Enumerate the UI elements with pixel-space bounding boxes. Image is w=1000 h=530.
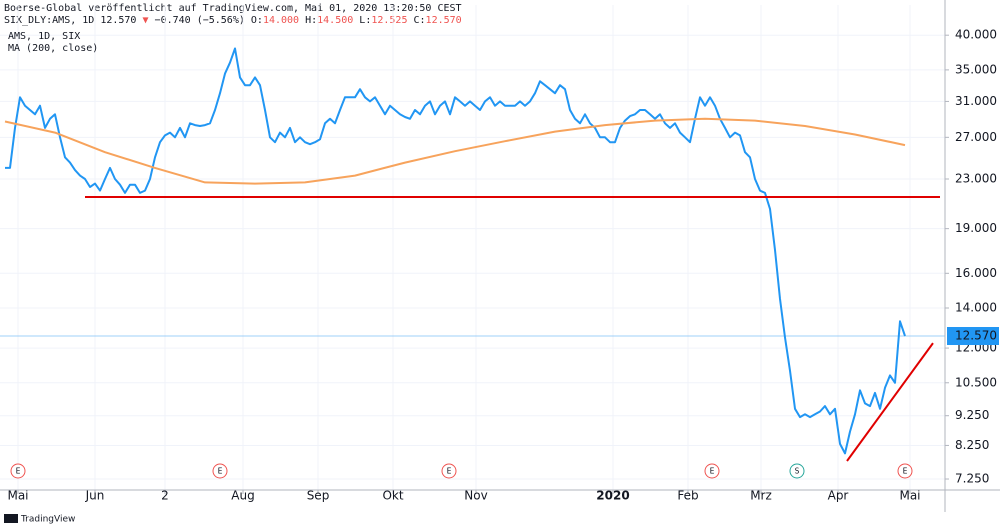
high-label: H:: [305, 15, 317, 26]
x-tick-label: Mai: [899, 489, 920, 503]
y-tick-label: 7.250: [955, 472, 989, 486]
y-tick-label: 27.000: [955, 130, 997, 144]
x-tick-label: Okt: [382, 489, 403, 503]
y-tick-label: 14.000: [955, 301, 997, 315]
event-label: S: [795, 467, 800, 476]
last-value-label: 12.570: [955, 329, 997, 343]
publisher: Boerse-Global veröffentlicht auf Trading…: [4, 3, 462, 14]
y-tick-label: 19.000: [955, 221, 997, 235]
y-tick-label: 8.250: [955, 438, 989, 452]
line-series: [5, 47, 906, 455]
grid: [0, 5, 945, 490]
change: −0.740 (−5.56%): [155, 15, 245, 26]
close-label: C:: [414, 15, 426, 26]
line-series: [4, 117, 906, 185]
event-marker: [897, 463, 913, 479]
x-tick-label: Nov: [464, 489, 487, 503]
logo: TradingView: [4, 514, 75, 525]
y-tick-label: 23.000: [955, 172, 997, 186]
event-label: E: [16, 467, 21, 476]
event-label: E: [903, 467, 908, 476]
x-tick-label: Jun: [85, 489, 105, 503]
open: 14.000: [263, 15, 299, 26]
event-marker: [212, 463, 228, 479]
event-marker: [789, 463, 805, 479]
x-tick-label: Feb: [677, 489, 698, 503]
event-label: E: [710, 467, 715, 476]
y-tick-label: 9.250: [955, 408, 989, 422]
y-tick-label: 31.000: [955, 94, 997, 108]
event-marker: [704, 463, 720, 479]
event-marker: [10, 463, 26, 479]
x-tick-label: Sep: [307, 489, 330, 503]
logo-icon: [4, 514, 18, 523]
y-tick-label: 35.000: [955, 62, 997, 76]
x-tick-label: Mai: [7, 489, 28, 503]
low-label: L:: [359, 15, 371, 26]
x-tick-label: 2020: [596, 489, 629, 503]
logo-text: TradingView: [20, 515, 75, 525]
arrow: ▼: [142, 15, 148, 26]
last-value-box: [947, 327, 999, 346]
line-series: [846, 342, 934, 462]
y-tick-label: 16.000: [955, 266, 997, 280]
symbol: SIX_DLY:AMS, 1D 12.570: [4, 15, 136, 26]
legend-entry: MA (200, close): [8, 43, 98, 54]
x-tick-label: Mrz: [750, 489, 772, 503]
axes: 40.000 35.000 31.000 27.000 23.000 19.000 16.0…: [0, 0, 1000, 512]
event-label: E: [447, 467, 452, 476]
low: 12.525: [371, 15, 407, 26]
open-label: O:: [251, 15, 263, 26]
x-tick-label: Aug: [231, 489, 254, 503]
legend-entry: AMS, 1D, SIX: [8, 31, 80, 42]
y-tick-label: 40.000: [955, 28, 997, 42]
x-tick-label: 2: [161, 489, 169, 503]
x-tick-label: Apr: [828, 489, 849, 503]
y-tick-label: 10.500: [955, 375, 997, 389]
event-marker: [441, 463, 457, 479]
header-quote: SIX_DLY:AMS, 1D 12.570 ▼ −0.740 (−5.56%)…: [4, 15, 462, 26]
high: 14.500: [317, 15, 353, 26]
event-label: E: [218, 467, 223, 476]
close: 12.570: [426, 15, 462, 26]
